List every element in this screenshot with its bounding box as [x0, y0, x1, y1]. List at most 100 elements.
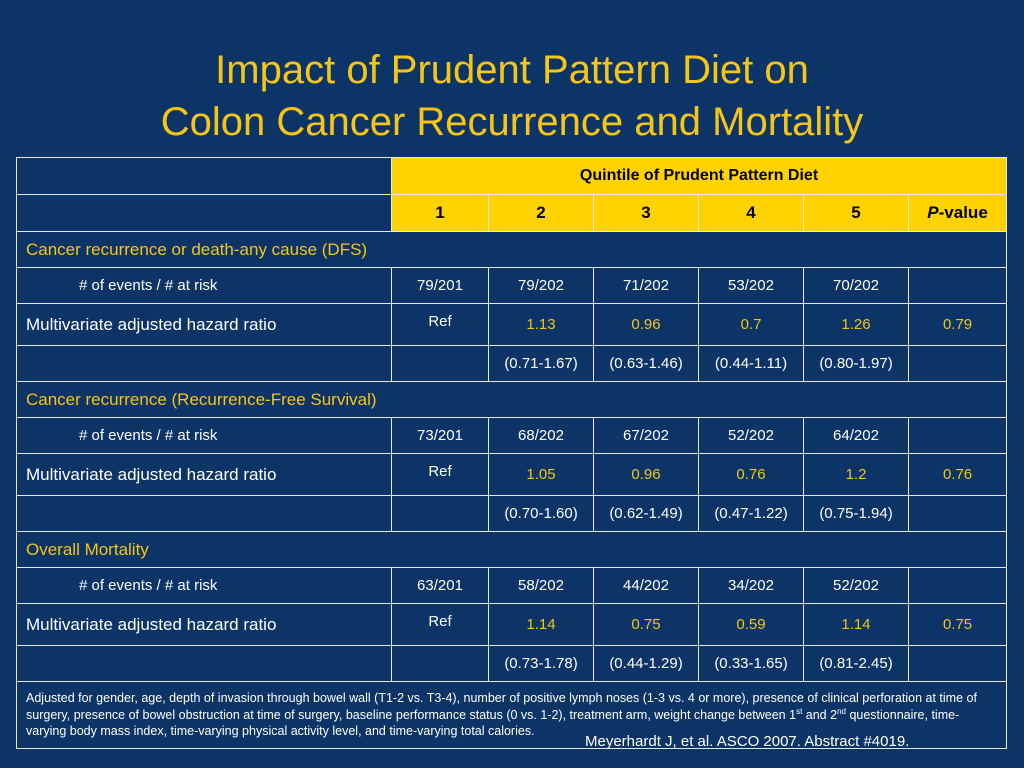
column-header-5: 5 — [803, 194, 909, 232]
section-title: Cancer recurrence (Recurrence-Free Survi… — [15, 381, 1008, 418]
events-cell: 63/201 — [391, 567, 489, 604]
section-title: Cancer recurrence or death-any cause (DF… — [15, 231, 1008, 268]
footnote: Adjusted for gender, age, depth of invas… — [15, 681, 1008, 749]
events-label: # of events / # at risk — [16, 267, 392, 304]
empty-cell — [907, 645, 1008, 682]
reference-cell: Ref — [391, 453, 489, 496]
events-cell: 71/202 — [593, 267, 699, 304]
reference-cell: Ref — [391, 603, 489, 646]
hazard-ratio-cell: 0.75 — [593, 603, 699, 646]
hazard-ratio-cell: 1.2 — [803, 453, 909, 496]
confidence-interval-row: (0.70-1.60) (0.62-1.49) (0.47-1.22) (0.75-1… — [16, 495, 1008, 532]
hazard-ratio-row: Multivariate adjusted hazard ratio Ref 1.1… — [16, 603, 1008, 646]
events-cell: 52/202 — [698, 417, 804, 454]
confidence-interval-cell: (0.71-1.67) — [488, 345, 594, 382]
events-row: # of events / # at risk 73/201 68/202 67/20… — [16, 417, 1008, 454]
events-cell: 70/202 — [803, 267, 909, 304]
citation: Meyerhardt J, et al. ASCO 2007. Abstract… — [585, 733, 910, 750]
column-header-2: 2 — [488, 194, 594, 232]
empty-cell — [16, 645, 392, 682]
hazard-ratio-row: Multivariate adjusted hazard ratio Ref 1.0… — [16, 453, 1008, 496]
empty-cell — [391, 495, 489, 532]
column-header-1: 1 — [391, 194, 489, 232]
hazard-ratio-cell: 0.7 — [698, 303, 804, 346]
hazard-ratio-row: Multivariate adjusted hazard ratio Ref 1.1… — [16, 303, 1008, 346]
section-title-row: Cancer recurrence (Recurrence-Free Survi… — [15, 381, 1008, 418]
events-cell: 68/202 — [488, 417, 594, 454]
header-blank-cell — [16, 157, 392, 195]
column-header-3: 3 — [593, 194, 699, 232]
hazard-ratio-label: Multivariate adjusted hazard ratio — [16, 603, 392, 646]
events-label: # of events / # at risk — [16, 567, 392, 604]
slide-title: Impact of Prudent Pattern Diet on Colon … — [0, 44, 1024, 148]
footnote-text: questionnaire, time-varying body mass in… — [26, 707, 960, 739]
reference-cell: Ref — [391, 303, 489, 346]
footnote-superscript: st — [796, 706, 803, 716]
events-cell: 67/202 — [593, 417, 699, 454]
empty-cell — [907, 417, 1008, 454]
hazard-ratio-cell: 1.13 — [488, 303, 594, 346]
events-cell: 79/202 — [488, 267, 594, 304]
hazard-ratio-cell: 1.05 — [488, 453, 594, 496]
events-row: # of events / # at risk 79/201 79/202 71/20… — [16, 267, 1008, 304]
slide-title-line2: Colon Cancer Recurrence and Mortality — [160, 100, 864, 144]
hazard-ratio-cell: 0.96 — [593, 303, 699, 346]
hazard-ratio-label: Multivariate adjusted hazard ratio — [16, 453, 392, 496]
column-header-row: 1 2 3 4 5 P-value — [16, 194, 1008, 232]
confidence-interval-cell: (0.70-1.60) — [488, 495, 594, 532]
p-italic: P — [927, 203, 939, 222]
confidence-interval-cell: (0.33-1.65) — [698, 645, 804, 682]
group-header-row: Quintile of Prudent Pattern Diet — [16, 157, 1008, 195]
confidence-interval-cell: (0.81-2.45) — [803, 645, 909, 682]
events-cell: 64/202 — [803, 417, 909, 454]
empty-cell — [907, 495, 1008, 532]
column-header-p-value: P-value — [907, 194, 1008, 232]
p-value-cell: 0.76 — [907, 453, 1008, 496]
results-table: Quintile of Prudent Pattern Diet 1 2 3 4… — [15, 157, 1008, 749]
empty-cell — [391, 645, 489, 682]
hazard-ratio-cell: 0.76 — [698, 453, 804, 496]
hazard-ratio-cell: 1.14 — [488, 603, 594, 646]
events-row: # of events / # at risk 63/201 58/202 44/20… — [16, 567, 1008, 604]
events-cell: 34/202 — [698, 567, 804, 604]
footnote-text: Adjusted for gender, age, depth of invas… — [26, 691, 977, 722]
confidence-interval-cell: (0.47-1.22) — [698, 495, 804, 532]
confidence-interval-cell: (0.63-1.46) — [593, 345, 699, 382]
confidence-interval-cell: (0.73-1.78) — [488, 645, 594, 682]
confidence-interval-cell: (0.44-1.29) — [593, 645, 699, 682]
events-label: # of events / # at risk — [16, 417, 392, 454]
empty-cell — [907, 567, 1008, 604]
empty-cell — [16, 495, 392, 532]
confidence-interval-row: (0.71-1.67) (0.63-1.46) (0.44-1.11) (0.80-1… — [16, 345, 1008, 382]
footnote-row: Adjusted for gender, age, depth of invas… — [15, 681, 1008, 749]
confidence-interval-cell: (0.62-1.49) — [593, 495, 699, 532]
empty-cell — [391, 345, 489, 382]
confidence-interval-row: (0.73-1.78) (0.44-1.29) (0.33-1.65) (0.81-2… — [16, 645, 1008, 682]
hazard-ratio-cell: 1.26 — [803, 303, 909, 346]
hazard-ratio-cell: 0.96 — [593, 453, 699, 496]
p-value-suffix: -value — [938, 203, 988, 222]
p-value-cell: 0.75 — [907, 603, 1008, 646]
hazard-ratio-cell: 0.59 — [698, 603, 804, 646]
events-cell: 73/201 — [391, 417, 489, 454]
section-title: Overall Mortality — [15, 531, 1008, 568]
column-header-4: 4 — [698, 194, 804, 232]
events-cell: 79/201 — [391, 267, 489, 304]
events-cell: 44/202 — [593, 567, 699, 604]
section-title-row: Cancer recurrence or death-any cause (DF… — [15, 231, 1008, 268]
events-cell: 53/202 — [698, 267, 804, 304]
footnote-superscript: nd — [837, 706, 846, 716]
confidence-interval-cell: (0.75-1.94) — [803, 495, 909, 532]
confidence-interval-cell: (0.44-1.11) — [698, 345, 804, 382]
hazard-ratio-label: Multivariate adjusted hazard ratio — [16, 303, 392, 346]
events-cell: 58/202 — [488, 567, 594, 604]
footnote-text: and 2 — [802, 707, 838, 722]
quintile-group-header: Quintile of Prudent Pattern Diet — [390, 157, 1008, 195]
p-value-cell: 0.79 — [907, 303, 1008, 346]
empty-cell — [907, 267, 1008, 304]
empty-cell — [907, 345, 1008, 382]
slide-title-line1: Impact of Prudent Pattern Diet on — [215, 48, 809, 92]
confidence-interval-cell: (0.80-1.97) — [803, 345, 909, 382]
hazard-ratio-cell: 1.14 — [803, 603, 909, 646]
section-title-row: Overall Mortality — [15, 531, 1008, 568]
